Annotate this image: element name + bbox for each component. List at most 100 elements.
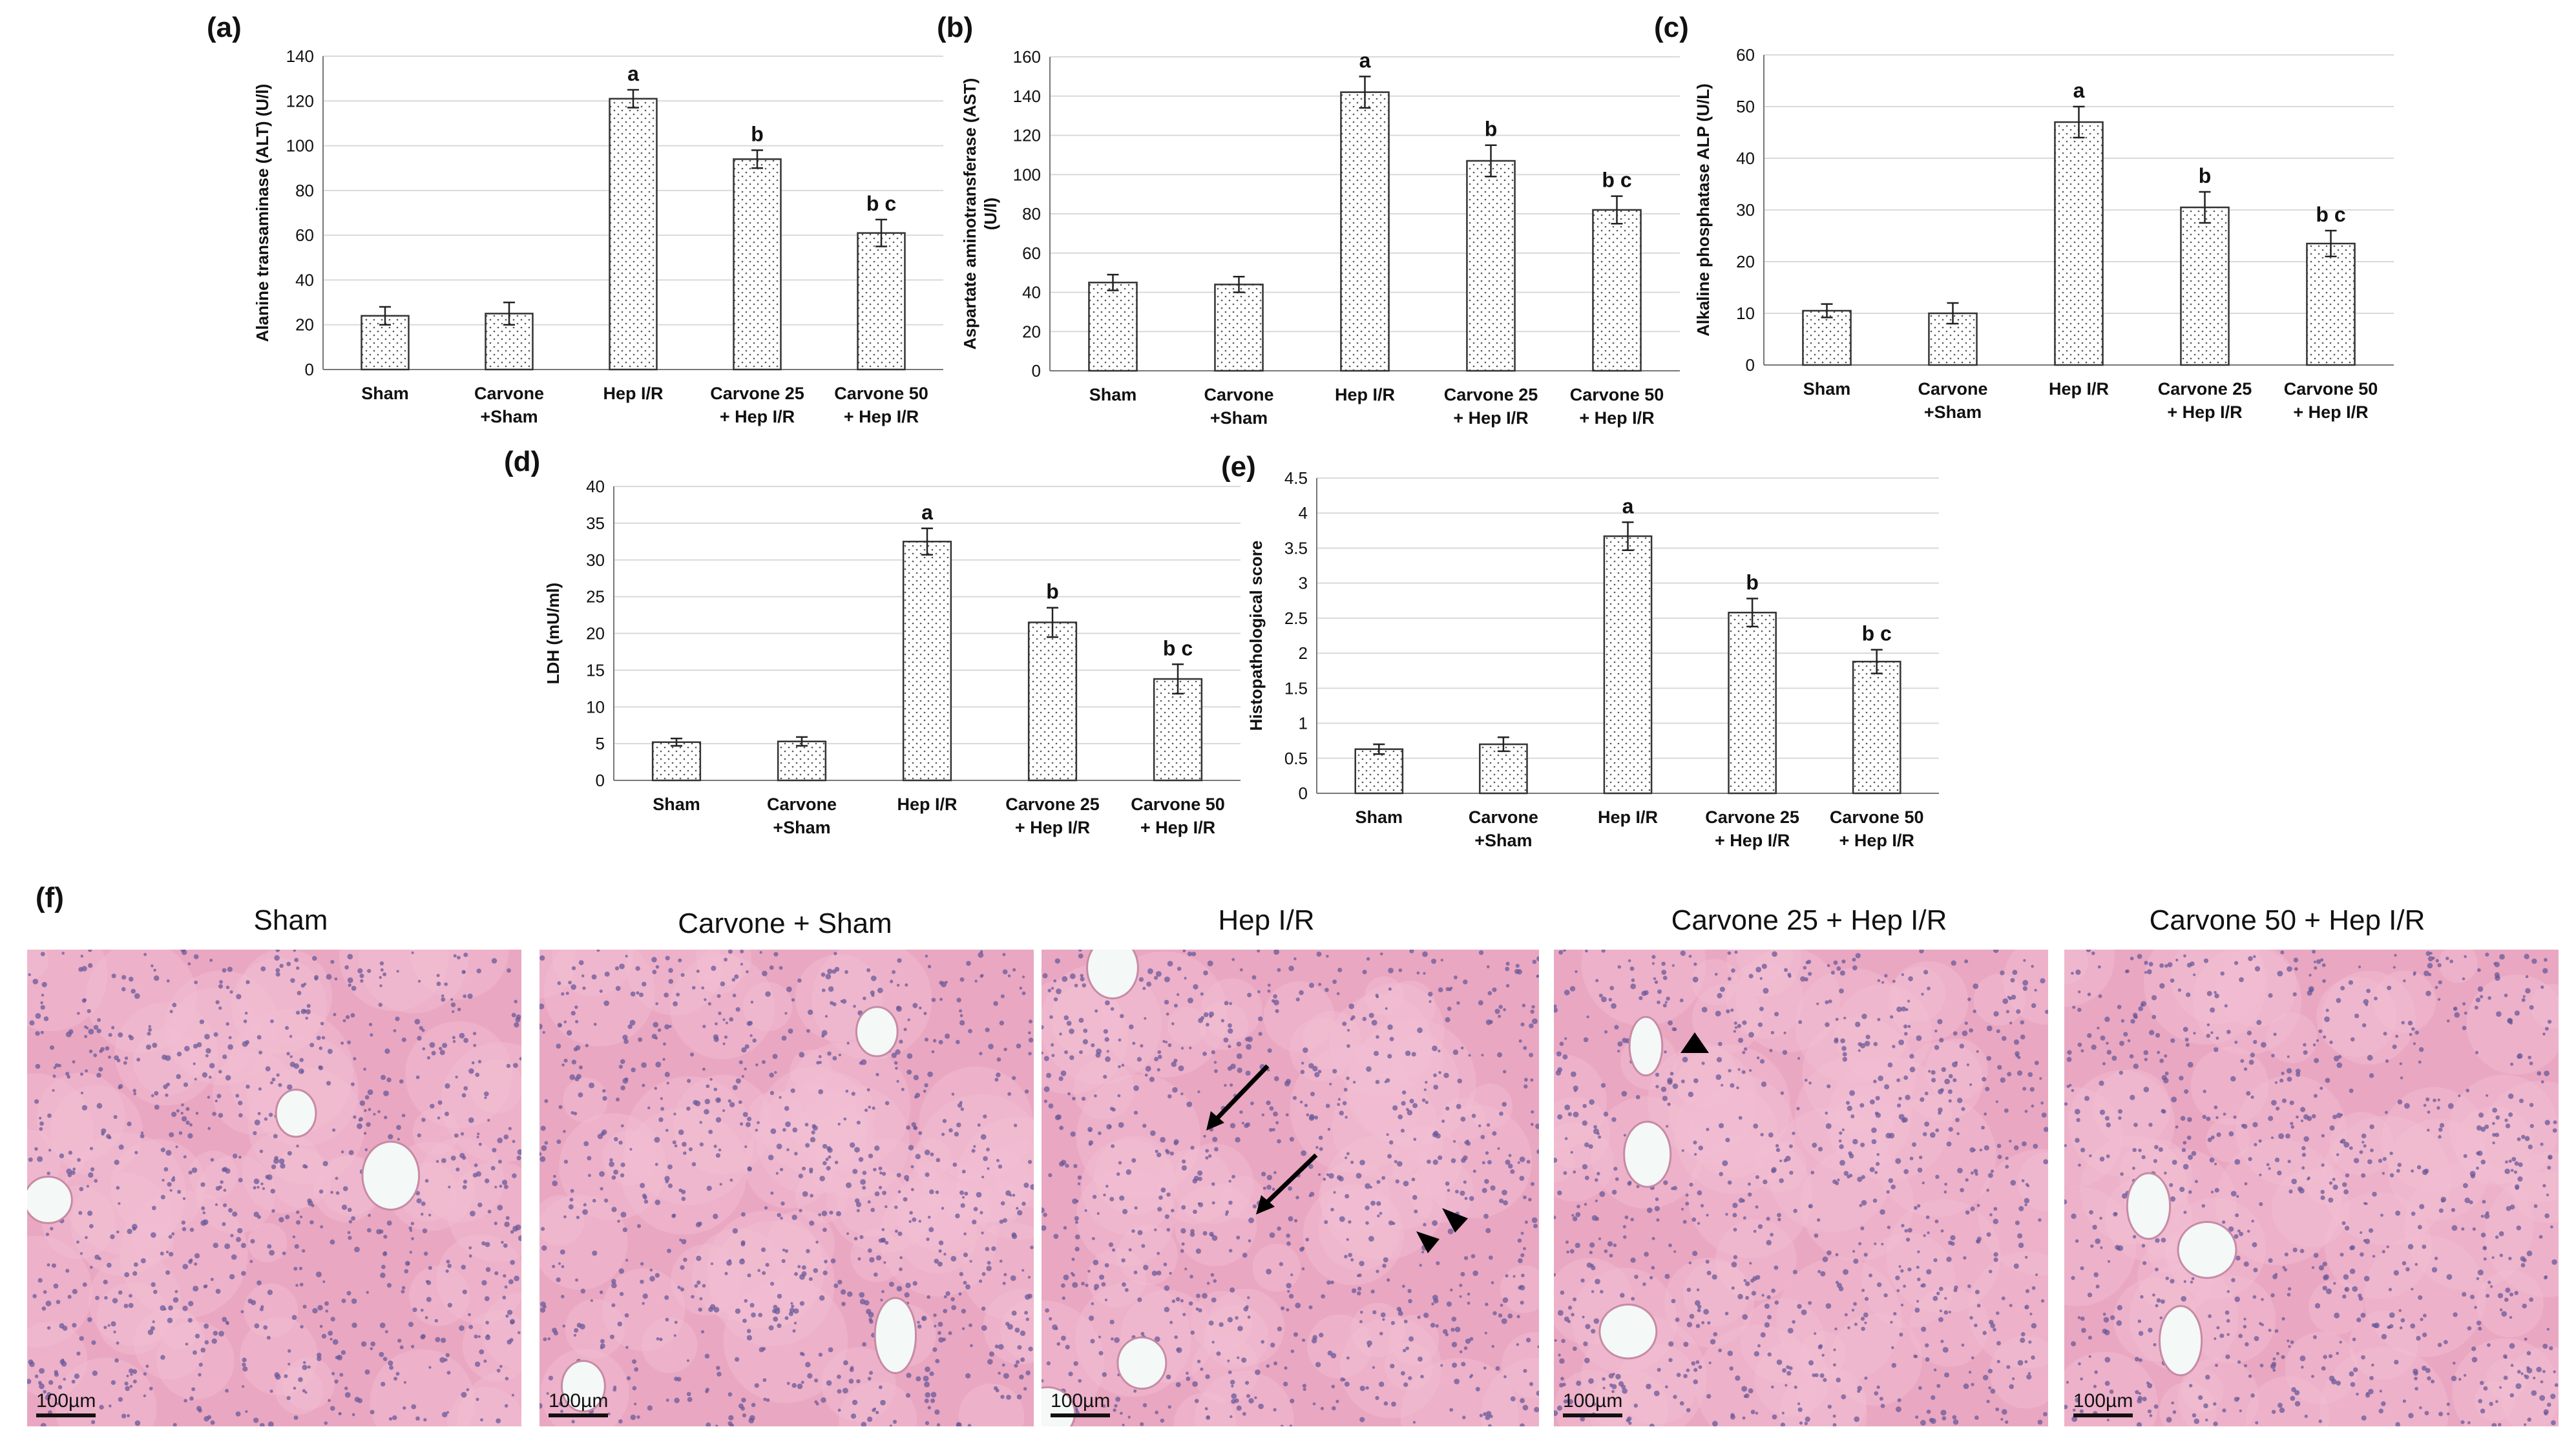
bar (1354, 748, 1404, 795)
bar (1603, 535, 1653, 795)
y-tick-label: 40 (1736, 149, 1755, 168)
y-tick-label: 20 (295, 315, 314, 335)
histology-image-hep-ir: 100µm (1042, 950, 1539, 1426)
x-tick-label: Carvone 50 + Hep I/R (1131, 795, 1225, 837)
scale-label: 100µm (549, 1390, 609, 1412)
arrowhead-marker-icon (1681, 1032, 1709, 1053)
y-tick-label: 1.5 (1284, 678, 1308, 698)
chart-c-svg: 0 10 20 30 40 50 60 Alkaline phosphatase ALP (U… (1693, 45, 2394, 422)
y-axis-title: Alkaline phosphatase ALP (U/L) (1693, 83, 1713, 337)
y-axis-title: LDH (mU/ml) (543, 583, 563, 684)
scale-bar (1563, 1413, 1622, 1417)
bar (733, 158, 782, 371)
y-tick-label: 5 (596, 734, 605, 753)
x-tick-label: Carvone +Sham (1918, 379, 1987, 422)
significance-label: b c (1163, 636, 1193, 660)
x-tick-label: Carvone 25 + Hep I/R (2158, 379, 2252, 422)
x-tick-label: Carvone +Sham (474, 384, 544, 426)
panel-label-b: (b) (937, 12, 974, 43)
x-tick-label: Hep I/R (897, 795, 957, 814)
y-tick-label: 20 (1736, 252, 1755, 271)
y-tick-label: 30 (1736, 200, 1755, 220)
x-tick-label: Carvone 25 + Hep I/R (1444, 385, 1538, 428)
scale-label: 100µm (1563, 1390, 1623, 1412)
chart-e-svg: 0 0.5 1 1.5 2 2.5 3 3.5 4 4.5 Histopathological sc… (1246, 468, 1939, 850)
bar (777, 740, 827, 782)
bar (1728, 611, 1777, 795)
chart-panel-d: (d) 0 5 10 15 20 25 30 35 40 LDH (mU/ml) Sham Carvo… (504, 439, 1266, 853)
histology-image-carvone-sham: 100µm (539, 950, 1034, 1426)
scale-label: 100µm (2073, 1390, 2133, 1412)
bar (1214, 284, 1264, 372)
x-tick-label: Sham (1089, 385, 1137, 404)
scale-bar (36, 1413, 96, 1417)
x-tick-label: Carvone +Sham (767, 795, 837, 837)
bar (2180, 206, 2230, 366)
annotation-overlay (1681, 1032, 1709, 1053)
y-tick-label: 1 (1299, 714, 1308, 733)
bar (2306, 242, 2356, 366)
x-tick-label: Carvone 50 + Hep I/R (1570, 385, 1664, 428)
chart-d-svg: 0 5 10 15 20 25 30 35 40 LDH (mU/ml) Sham Carvone +S… (543, 477, 1241, 837)
y-tick-label: 50 (1736, 97, 1755, 116)
y-tick-label: 0 (596, 771, 605, 790)
y-tick-label: 60 (295, 225, 314, 245)
bar (1466, 160, 1516, 372)
panel-label-a: (a) (207, 12, 242, 43)
chart-b-svg: 0 20 40 60 80 100 120 140 160 Aspartate aminotran… (960, 47, 1680, 428)
histology-image-sham: 100µm (27, 950, 521, 1426)
x-tick-label: Carvone 50 + Hep I/R (1830, 808, 1924, 850)
y-tick-label: 2 (1299, 643, 1308, 663)
significance-label: a (1622, 494, 1634, 517)
x-tick-label: Hep I/R (1598, 808, 1658, 827)
panel-label-d: (d) (504, 446, 541, 477)
y-tick-label: 30 (586, 550, 605, 570)
x-tick-label: Sham (361, 384, 409, 403)
y-tick-label: 100 (1013, 165, 1041, 184)
histo-title-sham: Sham (253, 904, 328, 936)
bar (1340, 91, 1390, 372)
y-tick-label: 15 (586, 660, 605, 680)
x-tick-label: Carvone 25 + Hep I/R (1705, 808, 1799, 850)
significance-label: a (627, 62, 639, 85)
x-tick-label: Sham (1356, 808, 1403, 827)
y-tick-label: 4.5 (1284, 468, 1308, 488)
x-tick-label: Hep I/R (603, 384, 663, 403)
y-tick-label: 10 (1736, 304, 1755, 323)
arrowhead-marker-icon (1442, 1208, 1468, 1233)
y-tick-label: 3 (1299, 574, 1308, 593)
significance-label: b (1746, 571, 1759, 594)
histo-title-carvone-sham: Carvone + Sham (678, 908, 892, 939)
y-tick-label: 20 (1022, 322, 1041, 341)
y-tick-label: 80 (1022, 204, 1041, 224)
bar (857, 232, 906, 371)
y-tick-label: 0 (305, 360, 314, 379)
chart-panel-e: (e) 0 0.5 1 1.5 2 2.5 3 3.5 4 4.5 Histopathologica… (1221, 439, 1958, 866)
y-axis-title: Alanine transaminase (ALT) (U/l) (253, 84, 272, 342)
scale-label: 100µm (36, 1390, 96, 1412)
significance-label: b (751, 123, 764, 146)
bar (1027, 621, 1078, 782)
arrowhead-marker-icon (1416, 1231, 1440, 1253)
significance-label: b c (1862, 622, 1892, 645)
significance-label: a (921, 501, 933, 524)
y-tick-label: 25 (586, 587, 605, 607)
bar (1852, 660, 1901, 795)
y-tick-label: 40 (295, 270, 314, 289)
bar (1592, 209, 1642, 372)
y-tick-label: 0.5 (1284, 749, 1308, 768)
y-axis-title: Aspartate aminotransferase (AST)(U/l) (960, 78, 1000, 349)
y-tick-label: 60 (1736, 45, 1755, 65)
x-tick-label: Carvone 25 + Hep I/R (710, 384, 804, 426)
y-tick-label: 0 (1746, 355, 1755, 375)
y-tick-label: 0 (1032, 361, 1041, 380)
x-tick-label: Carvone 25 + Hep I/R (1005, 795, 1100, 837)
y-tick-label: 35 (586, 514, 605, 533)
x-tick-label: Hep I/R (2049, 379, 2109, 399)
y-axis-title: Histopathological score (1246, 541, 1266, 731)
arrow-icon (1213, 1064, 1270, 1123)
bar (485, 313, 534, 371)
chart-a-svg: 0 20 40 60 80 100 120 140 Alanine transaminase (… (253, 47, 943, 426)
scale-bar (2073, 1413, 2133, 1417)
y-tick-label: 140 (1013, 87, 1041, 106)
